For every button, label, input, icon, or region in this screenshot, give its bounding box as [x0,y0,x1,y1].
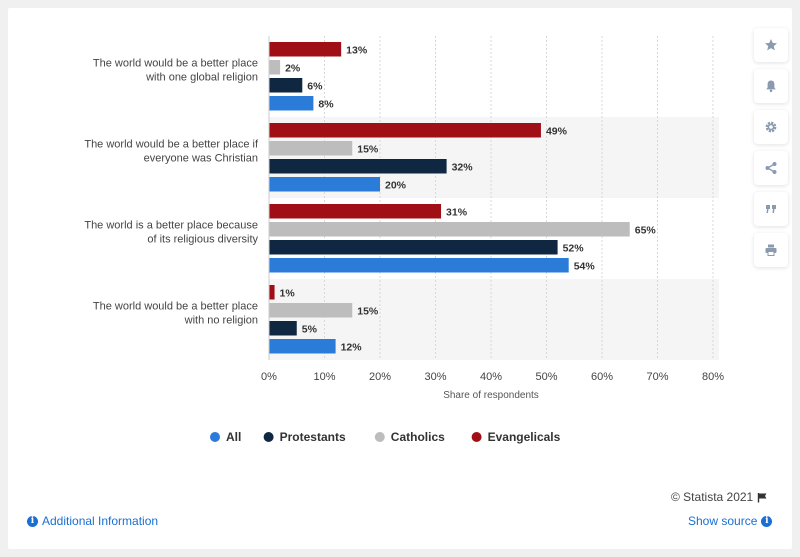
quote-icon [766,205,776,213]
show-source-link[interactable]: Show source i [688,514,773,528]
share-icon [765,162,777,174]
info-icon: i [761,515,773,527]
chart-card: 0% 10% 20% 30% 40% 50% 60% 70% 80% Share of respo… [8,8,792,549]
bar [269,96,314,111]
bar-value-label: 32% [452,161,474,173]
legend-label: All [226,430,241,444]
x-tick-label: 60% [591,371,613,383]
bar [269,60,281,75]
x-tick-label: 30% [424,371,446,383]
gear-icon [765,121,777,133]
bar [269,42,342,57]
bar-value-label: 15% [357,305,379,317]
x-tick-label: 40% [480,371,502,383]
x-tick-label: 20% [369,371,391,383]
bar-value-label: 31% [446,206,468,218]
print-button[interactable] [754,233,788,267]
bar [269,303,353,318]
statista-credit: © Statista 2021 [671,490,768,504]
bar [269,240,558,255]
legend-marker [471,432,482,442]
star-icon [765,39,777,51]
x-tick-label: 50% [535,371,557,383]
bar-value-label: 5% [302,323,318,335]
bar-value-label: 49% [546,125,568,137]
additional-information-label: Additional Information [42,514,159,528]
bar [269,222,630,237]
legend-marker [210,432,220,442]
print-icon [765,244,777,256]
legend-marker [263,432,274,442]
category-label: The world would be a better place if ever… [84,139,259,165]
bell-icon [766,80,776,93]
cite-button[interactable] [754,192,788,226]
x-axis-title: Share of respondents [443,390,539,401]
bar-value-label: 65% [635,224,657,236]
credit-text: © Statista 2021 [671,490,754,504]
bar [269,159,447,174]
category-label: The world is a better place because of it… [84,220,258,246]
legend-label: Catholics [391,430,445,444]
bar [269,285,275,300]
show-source-label: Show source [688,514,758,528]
bar-value-label: 20% [385,179,407,191]
bar [269,78,303,93]
bar-value-label: 13% [346,44,368,56]
bar-value-label: 52% [563,242,585,254]
flag-icon [758,492,767,502]
bar-value-label: 8% [318,98,334,110]
legend-label: Protestants [280,430,346,444]
chart: 0% 10% 20% 30% 40% 50% 60% 70% 80% Share of respo… [84,36,724,444]
x-tick-label: 70% [646,371,668,383]
bar [269,123,541,138]
category-band [269,279,719,360]
bar [269,339,336,354]
bar-value-label: 15% [357,143,379,155]
chart-toolbar [754,28,788,274]
bar-value-label: 2% [285,62,301,74]
bar-value-label: 6% [307,80,323,92]
bar [269,204,442,219]
bar [269,321,297,336]
bar [269,141,353,156]
bar-value-label: 54% [574,260,596,272]
bar [269,177,380,192]
x-tick-label: 0% [261,371,277,383]
additional-information-link[interactable]: i Additional Information [27,514,158,528]
bar-value-label: 12% [341,341,363,353]
bar-value-label: 1% [280,287,296,299]
category-label: The world would be a better place with on… [93,58,258,84]
settings-button[interactable] [754,110,788,144]
legend-marker [374,432,385,442]
favorite-button[interactable] [754,28,788,62]
legend-label: Evangelicals [488,430,561,444]
bar [269,258,569,273]
share-button[interactable] [754,151,788,185]
notification-button[interactable] [754,69,788,103]
x-tick-label: 80% [702,371,724,383]
info-icon: i [27,515,38,527]
category-label: The world would be a better place with no… [93,301,258,327]
x-tick-label: 10% [313,371,335,383]
